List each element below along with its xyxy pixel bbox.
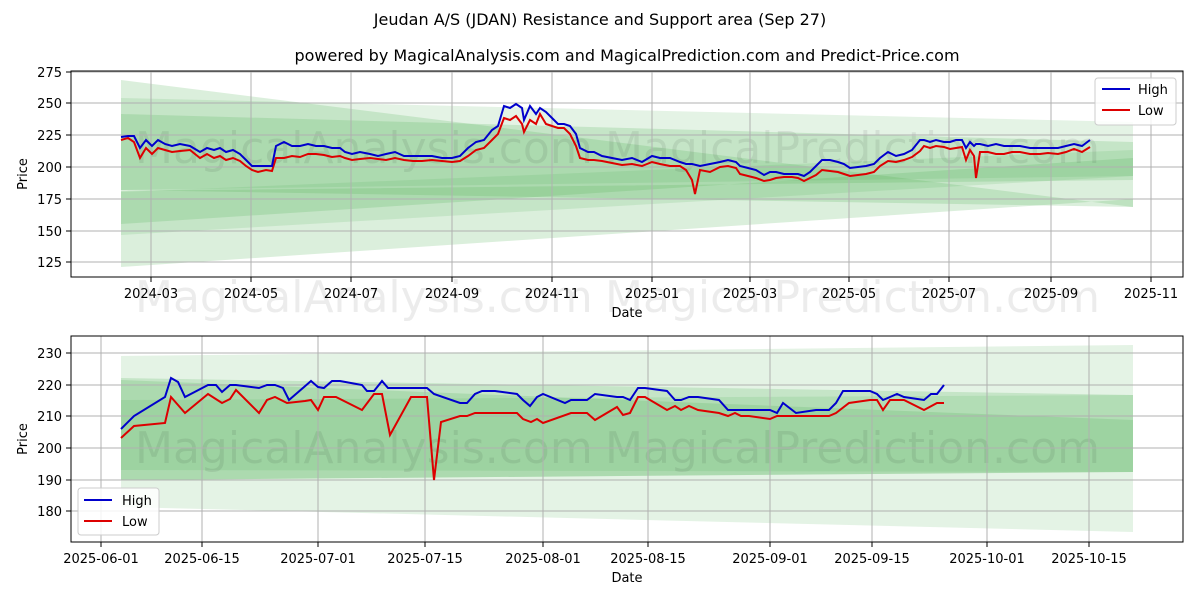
bottom-xtick-label: 2025-07-15 (387, 552, 463, 567)
bottom-xtick-label: 2025-08-15 (610, 552, 686, 567)
top-ytick-label: 200 (37, 161, 62, 176)
top-band-lower (121, 158, 1133, 224)
chart-subtitle: powered by MagicalAnalysis.com and Magic… (294, 46, 959, 65)
top-chart: MagicalAnalysis.com MagicalPrediction.co… (16, 66, 1184, 321)
bottom-chart: MagicalAnalysis.com MagicalPrediction.co… (16, 272, 1184, 586)
bottom-ytick-label: 190 (37, 474, 62, 489)
bottom-y-axis-label: Price (16, 423, 31, 455)
bottom-band-mid (121, 380, 1133, 480)
mid-watermark-right: MagicalPrediction.com (605, 272, 1100, 323)
top-xtick-label: 2025-05 (822, 287, 876, 302)
top-xtick-label: 2025-11 (1124, 287, 1178, 302)
bottom-xtick-label: 2025-07-01 (280, 552, 356, 567)
bottom-legend-high-label: High (122, 494, 152, 509)
top-plot-frame (70, 70, 1184, 278)
bottom-grid (71, 336, 1183, 542)
top-legend: High Low (1094, 77, 1177, 126)
top-band-upper (121, 114, 1133, 207)
bottom-ytick-label: 220 (37, 379, 62, 394)
bottom-ytick-label: 230 (37, 347, 62, 362)
top-ytick-label: 150 (37, 225, 62, 240)
top-ytick-label: 225 (37, 129, 62, 144)
bottom-x-axis-label: Date (611, 571, 642, 586)
bottom-ytick-label: 210 (37, 410, 62, 425)
bottom-low-line (120, 388, 944, 481)
top-legend-high-label: High (1138, 83, 1168, 98)
bottom-xtick-label: 2025-06-15 (164, 552, 240, 567)
top-x-axis: 2024-03 2024-05 2024-07 2024-09 2024-11 … (124, 277, 1178, 302)
bottom-xtick-label: 2025-09-01 (732, 552, 808, 567)
top-grid (71, 71, 1183, 277)
bottom-ytick-label: 200 (37, 442, 62, 457)
bottom-legend: High Low (77, 487, 160, 536)
bottom-band-lower (121, 395, 1133, 472)
top-y-axis: 275 250 225 200 175 150 125 (37, 66, 71, 271)
top-y-axis-label: Price (16, 158, 31, 190)
top-band-cone-lower (121, 150, 1133, 235)
top-xtick-label: 2025-09 (1024, 287, 1078, 302)
top-xtick-label: 2025-01 (625, 287, 679, 302)
bottom-plot-frame (70, 335, 1184, 543)
top-ytick-label: 250 (37, 97, 62, 112)
top-low-line (120, 111, 1091, 195)
top-ytick-label: 275 (37, 66, 62, 81)
top-xtick-label: 2024-05 (224, 287, 278, 302)
chart-title: Jeudan A/S (JDAN) Resistance and Support… (373, 10, 826, 29)
top-xtick-label: 2024-09 (425, 287, 479, 302)
top-xtick-label: 2024-03 (124, 287, 178, 302)
top-xtick-label: 2025-07 (922, 287, 976, 302)
bottom-ytick-label: 180 (37, 505, 62, 520)
top-xtick-label: 2024-07 (324, 287, 378, 302)
bottom-xtick-label: 2025-06-01 (63, 552, 139, 567)
top-xtick-label: 2024-11 (525, 287, 579, 302)
bottom-xtick-label: 2025-08-01 (505, 552, 581, 567)
mid-watermark-left: MagicalAnalysis.com (135, 272, 593, 323)
bottom-xtick-label: 2025-09-15 (834, 552, 910, 567)
top-ytick-label: 175 (37, 193, 62, 208)
bottom-x-axis: 2025-06-01 2025-06-15 2025-07-01 2025-07… (63, 542, 1127, 567)
bottom-xtick-label: 2025-10-15 (1051, 552, 1127, 567)
top-high-line (120, 102, 1091, 178)
top-xtick-label: 2025-03 (723, 287, 777, 302)
bottom-y-axis: 230 220 210 200 190 180 (37, 347, 71, 520)
bottom-high-line (120, 376, 945, 430)
bottom-legend-low-label: Low (122, 515, 148, 530)
bottom-bands (121, 345, 1133, 532)
top-watermark-right: MagicalPrediction.com (605, 123, 1100, 174)
top-band-outer (121, 80, 1133, 267)
bottom-xtick-label: 2025-10-01 (949, 552, 1025, 567)
top-x-axis-label: Date (611, 306, 642, 321)
top-ytick-label: 125 (37, 256, 62, 271)
top-legend-low-label: Low (1138, 104, 1164, 119)
